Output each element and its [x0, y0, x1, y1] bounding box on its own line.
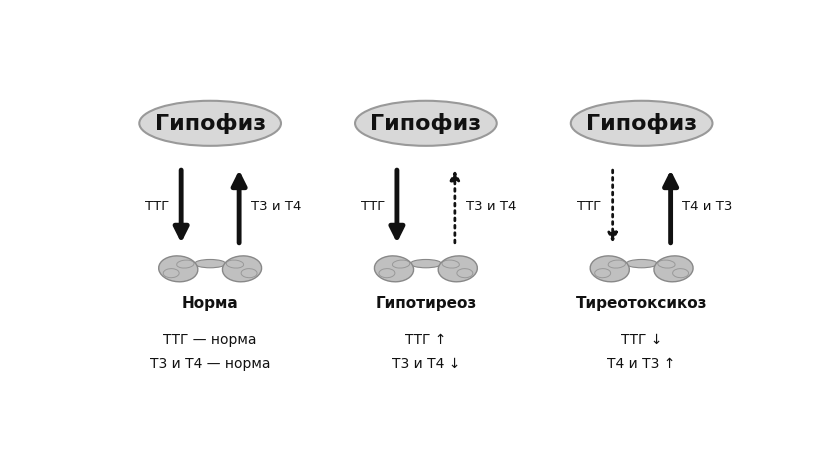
Ellipse shape	[457, 269, 473, 278]
Ellipse shape	[411, 260, 441, 268]
Text: ТТГ ↑: ТТГ ↑	[406, 333, 446, 347]
Text: ТТГ: ТТГ	[361, 200, 386, 213]
Ellipse shape	[392, 260, 410, 268]
Text: Гипофиз: Гипофиз	[586, 113, 697, 134]
Ellipse shape	[608, 260, 626, 268]
Ellipse shape	[626, 260, 657, 268]
Ellipse shape	[375, 256, 414, 282]
Text: Т3 и Т4: Т3 и Т4	[251, 200, 301, 213]
Ellipse shape	[355, 101, 497, 146]
Ellipse shape	[241, 269, 257, 278]
Ellipse shape	[223, 256, 262, 282]
Ellipse shape	[163, 269, 179, 278]
Ellipse shape	[595, 269, 611, 278]
Text: Норма: Норма	[182, 296, 238, 311]
Text: ТТГ ↓: ТТГ ↓	[621, 333, 662, 347]
Text: Гипофиз: Гипофиз	[371, 113, 481, 134]
Ellipse shape	[159, 256, 198, 282]
Ellipse shape	[140, 101, 281, 146]
Text: Т4 и Т3 ↑: Т4 и Т3 ↑	[607, 357, 676, 371]
Text: Т3 и Т4 — норма: Т3 и Т4 — норма	[150, 357, 270, 371]
Ellipse shape	[226, 260, 243, 268]
Ellipse shape	[571, 101, 712, 146]
Ellipse shape	[442, 260, 460, 268]
Text: Т4 и Т3: Т4 и Т3	[682, 200, 733, 213]
Text: Гипофиз: Гипофиз	[155, 113, 266, 134]
Ellipse shape	[438, 256, 477, 282]
Ellipse shape	[194, 260, 226, 268]
Ellipse shape	[177, 260, 194, 268]
Text: ТТГ: ТТГ	[145, 200, 170, 213]
Text: ТТГ — норма: ТТГ — норма	[164, 333, 257, 347]
Ellipse shape	[379, 269, 395, 278]
Text: ТТГ: ТТГ	[577, 200, 601, 213]
Ellipse shape	[590, 256, 629, 282]
Ellipse shape	[658, 260, 675, 268]
Text: Т3 и Т4 ↓: Т3 и Т4 ↓	[391, 357, 460, 371]
Text: Гипотиреоз: Гипотиреоз	[376, 296, 476, 311]
Text: Т3 и Т4: Т3 и Т4	[466, 200, 517, 213]
Ellipse shape	[672, 269, 689, 278]
Text: Тиреотоксикоз: Тиреотоксикоз	[576, 296, 707, 311]
Ellipse shape	[654, 256, 693, 282]
